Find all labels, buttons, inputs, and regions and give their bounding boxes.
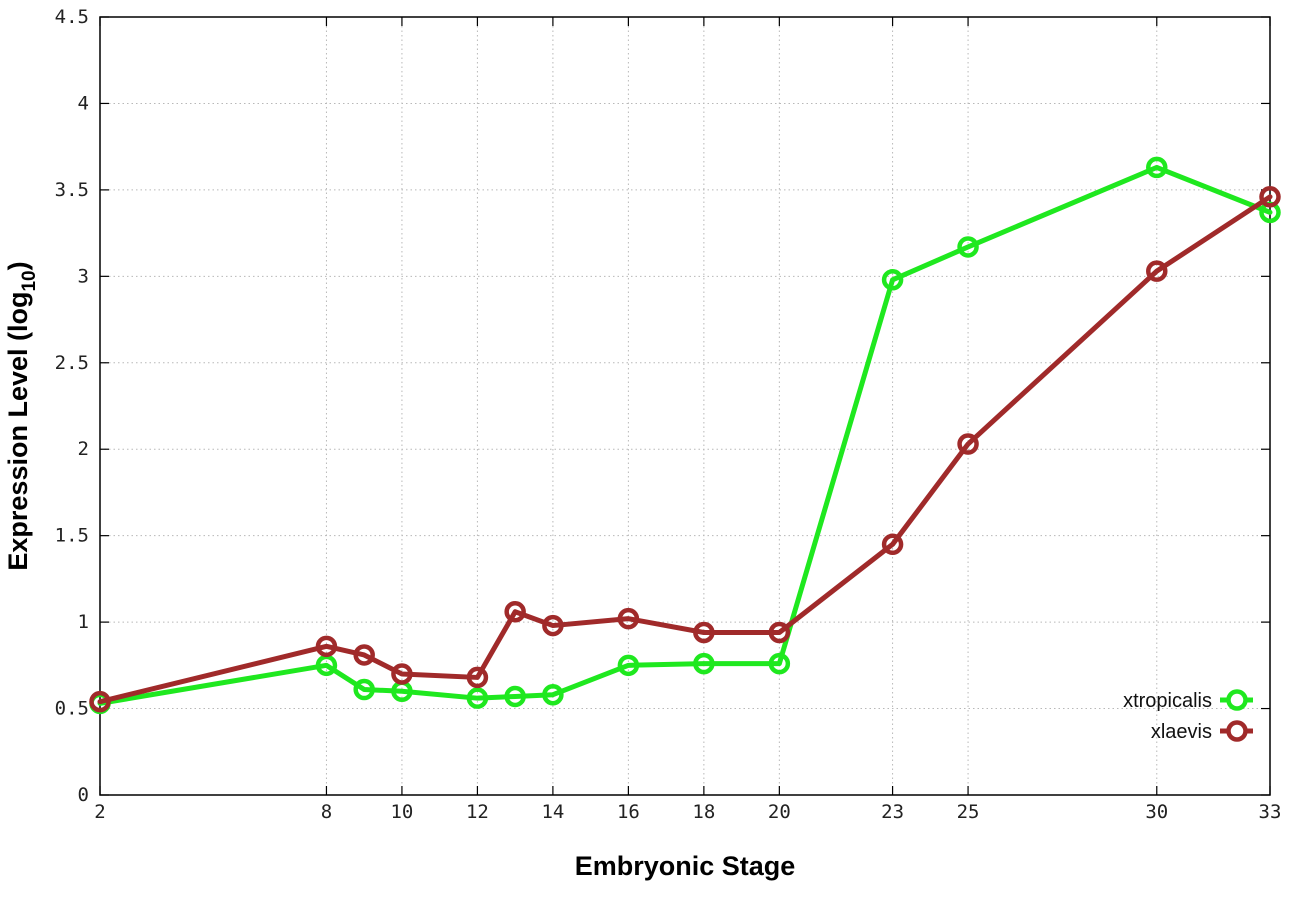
y-tick-label: 1 — [78, 611, 89, 633]
y-axis-title-close: ) — [3, 261, 33, 270]
data-point-xtropicalis — [617, 654, 640, 677]
data-point-xlaevis — [466, 666, 489, 689]
legend: xtropicalis xlaevis — [1123, 689, 1253, 743]
data-point-xlaevis — [542, 614, 564, 637]
data-point-xtropicalis — [1146, 156, 1168, 179]
x-tick-label: 18 — [692, 801, 715, 823]
legend-marker-xlaevis — [1226, 720, 1248, 742]
data-point-xlaevis — [391, 663, 413, 685]
data-point-xtropicalis — [466, 687, 489, 709]
x-tick-label: 33 — [1259, 801, 1282, 823]
data-point-xtropicalis — [881, 269, 904, 291]
data-point-xlaevis — [881, 533, 904, 556]
data-point-xlaevis — [89, 690, 111, 713]
x-axis-title: Embryonic Stage — [575, 851, 796, 881]
data-point-xlaevis — [768, 621, 791, 644]
data-point-xlaevis — [957, 433, 979, 455]
plot-frame — [99, 16, 1271, 796]
y-tick-label: 2.5 — [55, 352, 89, 374]
y-tick-label: 3.5 — [55, 179, 89, 201]
y-tick-label: 1.5 — [55, 525, 89, 547]
x-tick-label: 20 — [768, 801, 791, 823]
legend-label-xtropicalis: xtropicalis — [1123, 690, 1212, 712]
x-tick-label: 25 — [957, 801, 980, 823]
data-point-xlaevis — [693, 621, 715, 644]
series-lines — [89, 156, 1281, 715]
x-tick-label: 8 — [321, 801, 332, 823]
y-tick-label: 0 — [78, 784, 89, 806]
y-tick-label: 2 — [78, 438, 89, 460]
data-point-xlaevis — [315, 635, 338, 658]
data-point-xtropicalis — [957, 236, 979, 258]
x-tick-label: 16 — [617, 801, 640, 823]
data-point-xtropicalis — [768, 652, 791, 675]
data-point-xtropicalis — [542, 683, 564, 706]
y-tick-label: 0.5 — [55, 698, 89, 720]
data-point-xlaevis — [1146, 260, 1168, 282]
y-axis-title-subscript: 10 — [19, 270, 40, 291]
y-axis-title: Expression Level (log10) — [3, 261, 40, 570]
y-tick-label: 4.5 — [55, 6, 89, 28]
gridlines — [100, 17, 1270, 795]
legend-entry-xtropicalis: xtropicalis — [1123, 689, 1253, 712]
data-point-xlaevis — [1259, 186, 1281, 208]
y-axis-title-main: Expression Level (log — [3, 292, 33, 571]
axis-ticks: 0 0.5 1 1.5 2 2.5 3 3.5 4 4.5 2 8 10 12 14 16 18 20 23 25 30… — [55, 6, 1282, 823]
x-tick-label: 12 — [466, 801, 489, 823]
x-tick-label: 23 — [881, 801, 904, 823]
x-tick-label: 14 — [541, 801, 564, 823]
y-tick-label: 4 — [78, 92, 89, 114]
data-point-xlaevis — [504, 600, 526, 623]
data-point-xtropicalis — [693, 652, 715, 675]
x-tick-label: 30 — [1145, 801, 1168, 823]
data-point-xlaevis — [353, 644, 375, 666]
legend-marker-xtropicalis — [1226, 689, 1248, 711]
x-tick-label: 10 — [390, 801, 413, 823]
series-xlaevis — [89, 186, 1281, 713]
data-point-xlaevis — [617, 607, 640, 630]
data-point-xtropicalis — [504, 685, 526, 708]
legend-entry-xlaevis: xlaevis — [1151, 720, 1253, 743]
y-tick-label: 3 — [78, 265, 89, 287]
legend-label-xlaevis: xlaevis — [1151, 721, 1212, 743]
series-line-xtropicalis — [97, 164, 1273, 706]
data-point-xtropicalis — [353, 678, 375, 701]
series-xtropicalis — [89, 156, 1281, 715]
x-tick-label: 2 — [94, 801, 105, 823]
